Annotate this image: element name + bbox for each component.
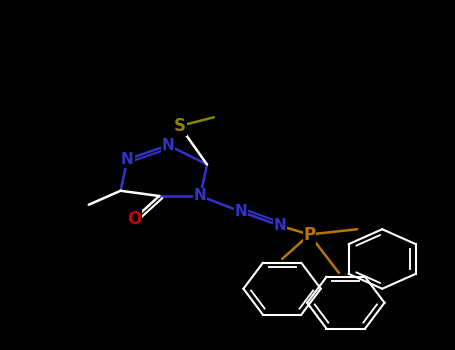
Text: P: P [303,225,315,244]
Text: N: N [162,138,175,153]
Text: N: N [121,152,134,167]
Text: O: O [127,210,142,228]
Text: N: N [273,218,286,233]
Text: N: N [194,189,207,203]
Text: S: S [174,117,186,135]
Text: N: N [235,204,248,219]
